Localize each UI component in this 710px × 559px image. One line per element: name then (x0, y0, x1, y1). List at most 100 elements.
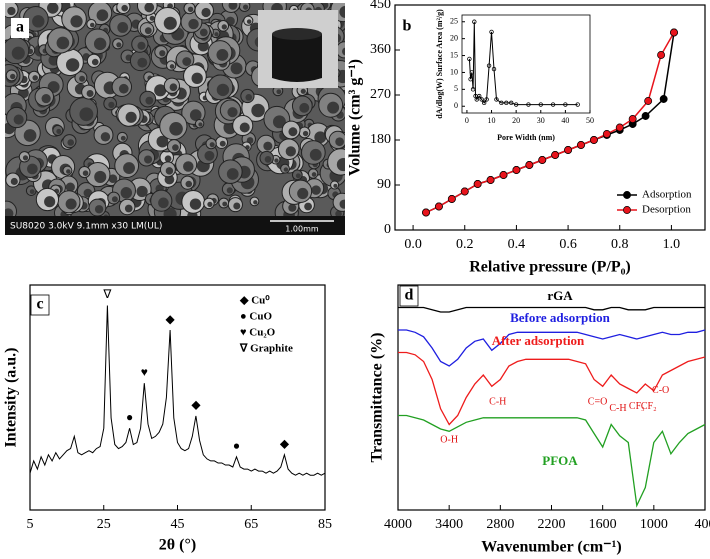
sem-caption: SU8020 3.0kV 9.1mm x30 LM(UL) (10, 222, 162, 232)
x-tick-label: 1600 (589, 517, 617, 532)
inset-point (489, 29, 494, 35)
sem-pore-hole (144, 3, 155, 13)
sem-pore-hole (182, 57, 192, 66)
sem-pore-hole (339, 5, 345, 18)
sem-pore-hole (124, 204, 133, 213)
data-point (512, 166, 521, 174)
sem-pore-hole (253, 200, 258, 205)
data-point (659, 95, 668, 103)
sem-pore-hole (222, 201, 228, 207)
y-tick-label: 270 (370, 87, 391, 102)
x-tick-label: 50 (586, 116, 594, 125)
sem-pore-hole (285, 146, 296, 157)
sem-pore-hole (108, 174, 118, 184)
sem-pore-hole (283, 167, 289, 172)
y-tick-label: 5 (454, 84, 458, 93)
sem-pore-hole (333, 183, 338, 188)
data-point (641, 112, 650, 120)
sem-pore-hole (165, 167, 174, 175)
peak-marker: ◆ (280, 437, 290, 451)
peak-marker: ◆ (191, 398, 201, 412)
sem-pore-hole (201, 7, 211, 18)
sem-pore-hole (79, 75, 86, 82)
inset-point (526, 102, 531, 107)
sem-pore-hole (335, 137, 344, 147)
sem-pore-hole (29, 189, 35, 195)
sem-info-bar (5, 216, 345, 235)
legend-label: Desorption (642, 204, 691, 216)
spectrum-line (398, 329, 706, 367)
y-tick-label: 20 (450, 33, 458, 42)
x-tick-label: 2200 (538, 517, 566, 532)
data-point (447, 195, 456, 203)
y-tick-label: 180 (370, 132, 391, 147)
x-tick-label: 0.6 (559, 237, 577, 252)
y-tick-label: 0 (384, 222, 391, 237)
sem-pore-hole (230, 62, 243, 75)
sem-pore-hole (299, 102, 310, 113)
x-axis-title: Wavenumber (cm⁻¹) (481, 539, 621, 556)
sem-pore-hole (242, 4, 249, 10)
sem-pore-hole (56, 36, 70, 50)
sem-pore-hole (272, 115, 286, 129)
x-tick-label: 0.2 (456, 237, 474, 252)
panel-label: c (36, 296, 43, 313)
sem-pore-hole (207, 201, 213, 208)
band-annotation: C=O (588, 396, 608, 407)
peak-marker: ● (233, 439, 240, 453)
sem-pore-hole (302, 130, 309, 137)
y-axis-title: Volume (cm³ g⁻¹) (347, 59, 364, 176)
sem-pore-hole (118, 83, 129, 94)
sem-pore-hole (342, 47, 345, 56)
data-point (486, 176, 495, 184)
sem-pore-hole (82, 170, 89, 176)
sem-pore-hole (311, 172, 317, 177)
sem-pore-hole (189, 198, 202, 210)
data-point (577, 141, 585, 149)
plot-frame (461, 14, 591, 114)
x-tick-label: 85 (318, 517, 332, 532)
sem-pore-hole (198, 122, 203, 127)
x-tick-label: 40 (561, 116, 569, 125)
inset-point (477, 93, 482, 99)
series-label: PFOA (542, 453, 578, 468)
inset-point (504, 100, 509, 106)
sem-pore-hole (204, 150, 215, 161)
sem-pore-hole (339, 199, 345, 209)
data-point (589, 136, 598, 144)
x-axis-title: 2θ (°) (159, 537, 196, 554)
x-tick-label: 45 (171, 517, 185, 532)
sem-pore-hole (214, 32, 219, 37)
x-tick-label: 1.0 (663, 237, 681, 252)
sem-pore-hole (185, 180, 193, 188)
sem-pore-hole (86, 90, 94, 97)
panel-label-box (11, 18, 29, 38)
band-annotation: C-H (489, 396, 506, 407)
sem-pore-hole (246, 19, 252, 24)
inset-point (563, 102, 568, 107)
sem-pore-hole (226, 168, 239, 180)
sem-pore-hole (183, 161, 194, 172)
sem-pore-hole (169, 83, 178, 92)
series-label: rGA (547, 288, 573, 303)
inset-point (509, 100, 514, 106)
sem-pore-hole (189, 109, 202, 121)
sem-pore-hole (94, 205, 104, 214)
band-annotation: CF₂ (641, 401, 657, 412)
sem-pore-hole (94, 170, 107, 184)
spectrum-line (398, 306, 705, 313)
panel-label: d (405, 287, 414, 304)
band-annotation: C-H (609, 403, 626, 414)
sem-pore-hole (65, 182, 75, 192)
sem-pore-hole (116, 42, 122, 48)
sem-pore-hole (163, 16, 177, 30)
pattern-line (29, 305, 326, 476)
data-point (657, 51, 666, 59)
sem-pore-hole (228, 3, 238, 10)
inset-point (474, 97, 479, 102)
panel-label: b (403, 18, 412, 35)
inset-point (479, 97, 484, 102)
x-tick-label: 5 (27, 517, 34, 532)
inset-point (481, 100, 487, 106)
